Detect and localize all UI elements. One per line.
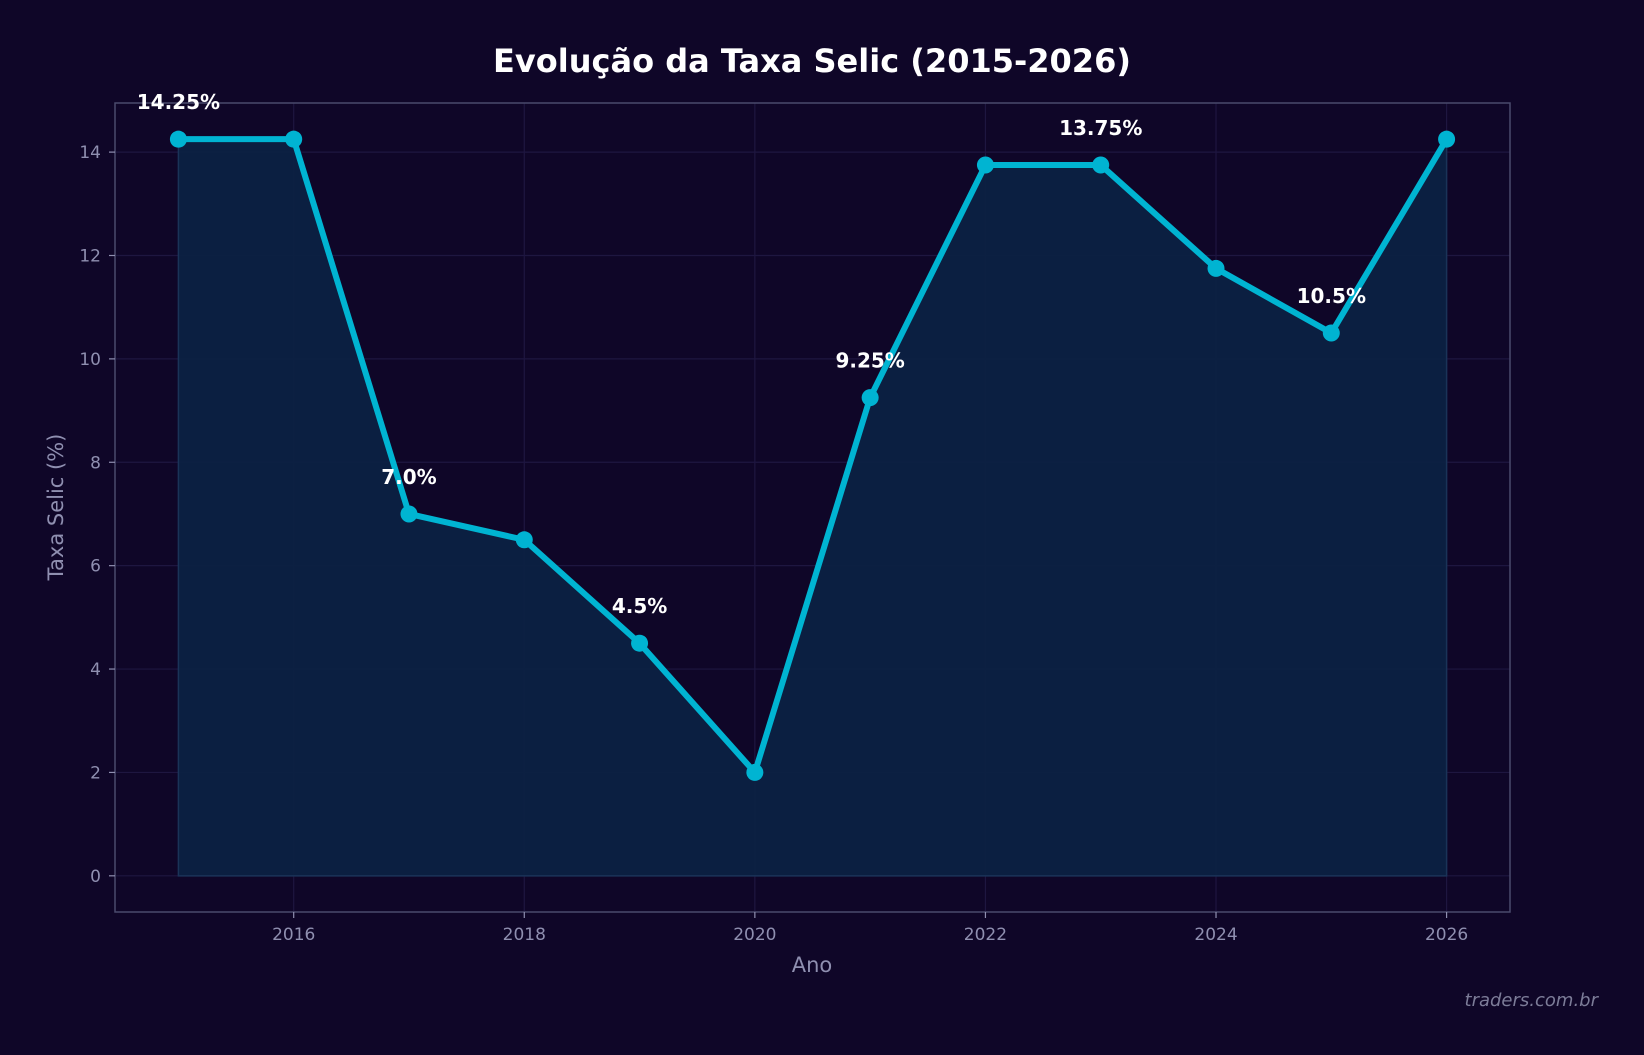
data-label-2019: 4.5%: [612, 594, 667, 618]
chart-title: Evolução da Taxa Selic (2015-2026): [493, 42, 1131, 80]
y-tick-label-14: 14: [79, 143, 101, 163]
x-tick-label-2018: 2018: [503, 925, 546, 945]
y-tick-label-8: 8: [90, 453, 101, 473]
plot-frame: [114, 102, 1511, 913]
data-label-2025: 10.5%: [1297, 284, 1366, 308]
x-axis-label: Ano: [792, 953, 833, 977]
data-point-2018: [515, 531, 533, 549]
y-tick-label-0: 0: [90, 867, 101, 887]
series-line: [175, 136, 1450, 776]
data-label-2021: 9.25%: [835, 349, 904, 373]
x-tick-label-2016: 2016: [272, 925, 315, 945]
series-line-group: [175, 136, 1450, 776]
y-tick-label-2: 2: [90, 763, 101, 783]
data-point-2023: [1092, 156, 1110, 174]
x-tick-label-2022: 2022: [964, 925, 1007, 945]
data-point-2021: [861, 389, 879, 407]
y-tick-label-10: 10: [79, 350, 101, 370]
data-point-2024: [1207, 259, 1225, 277]
data-point-2020: [746, 763, 764, 781]
watermark: traders.com.br: [1465, 990, 1600, 1011]
x-tick-label-2026: 2026: [1425, 925, 1468, 945]
x-tick-label-2020: 2020: [733, 925, 776, 945]
data-points: [169, 130, 1456, 781]
x-tick-label-2024: 2024: [1194, 925, 1237, 945]
data-label-2017: 7.0%: [381, 465, 436, 489]
data-point-2022: [976, 156, 994, 174]
data-point-2017: [400, 505, 418, 523]
y-tick-label-6: 6: [90, 557, 101, 577]
data-point-2025: [1322, 324, 1340, 342]
data-point-2015: [169, 130, 187, 148]
data-point-2026: [1438, 130, 1456, 148]
data-point-2019: [631, 634, 649, 652]
axis-ticks: 2016 2018 2020 2022 2024 2026 0 2 4 6 8 10 12 14: [79, 143, 1468, 945]
data-label-2015: 14.25%: [137, 90, 220, 114]
y-axis-label: Taxa Selic (%): [44, 434, 68, 582]
data-label-2023: 13.75%: [1059, 116, 1142, 140]
data-point-2016: [285, 130, 303, 148]
y-tick-label-12: 12: [79, 246, 101, 266]
y-tick-label-4: 4: [90, 660, 101, 680]
data-labels: 14.25% 7.0% 4.5% 9.25% 13.75% 10.5%: [137, 90, 1366, 618]
